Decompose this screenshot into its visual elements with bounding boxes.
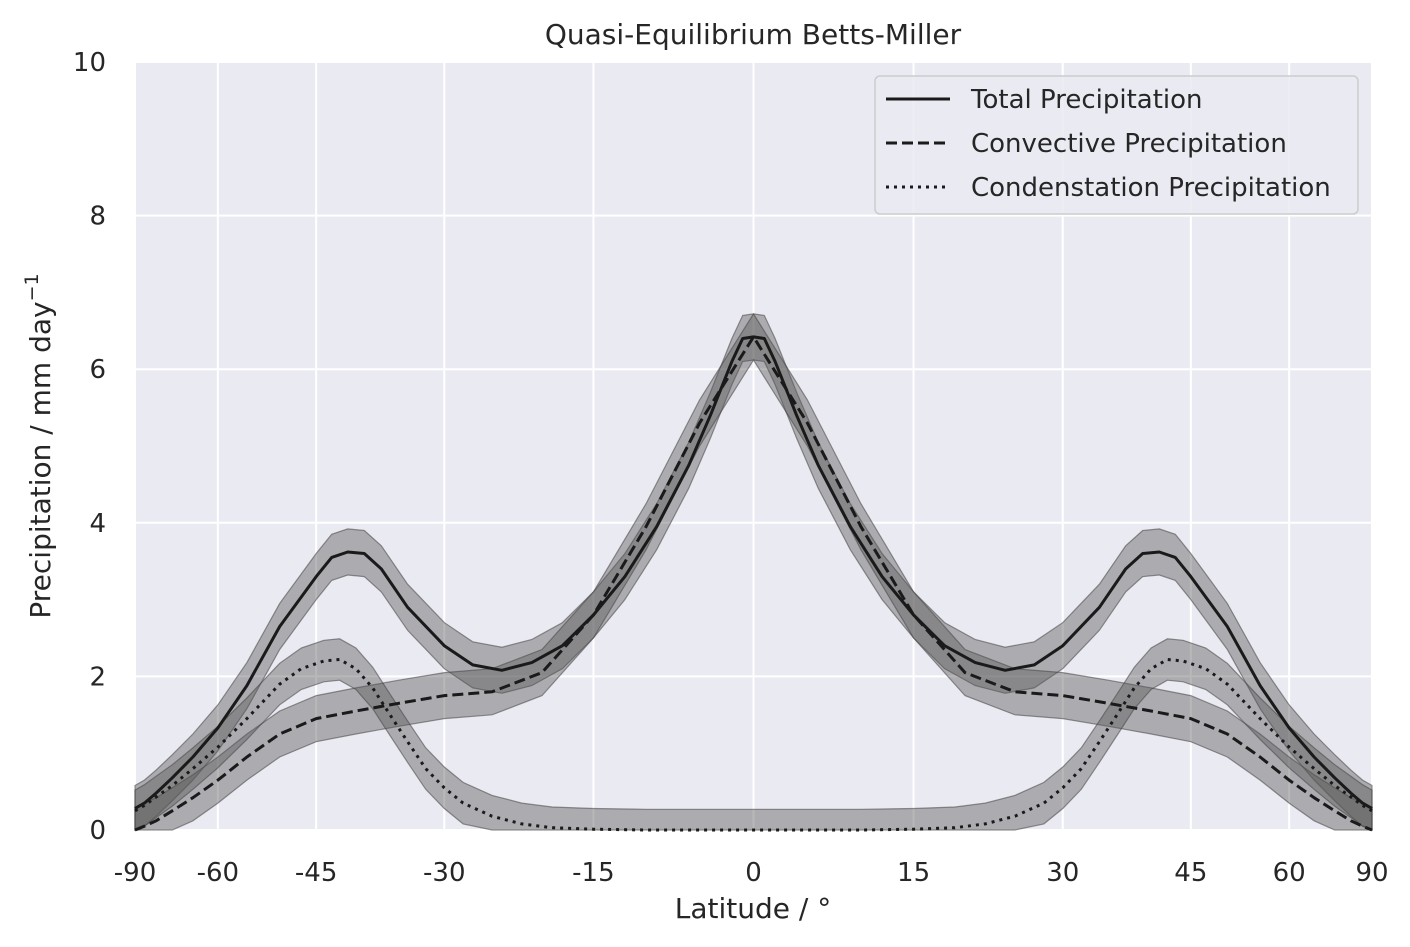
chart-title: Quasi-Equilibrium Betts-Miller	[545, 18, 962, 51]
x-tick-label: -30	[423, 858, 465, 888]
legend-box	[874, 75, 1359, 215]
legend-label-total: Total Precipitation	[970, 85, 1203, 115]
x-tick-label: 60	[1273, 858, 1306, 888]
y-tick-label: 8	[89, 202, 106, 232]
x-tick-label: 0	[745, 858, 762, 888]
x-axis-ticks: -90 -60 -45 -30 -15 0 15 30 45 60 90	[114, 858, 1389, 888]
x-tick-label: -60	[197, 858, 239, 888]
x-tick-label: 45	[1174, 858, 1207, 888]
x-axis-label: Latitude / °	[675, 892, 831, 925]
y-axis-ticks: 0 2 4 6 8 10	[73, 48, 106, 846]
x-tick-label: -90	[114, 858, 156, 888]
x-tick-label: 15	[897, 858, 930, 888]
x-tick-label: 90	[1355, 858, 1388, 888]
y-tick-label: 10	[73, 48, 106, 78]
x-tick-label: -15	[572, 858, 614, 888]
y-tick-label: 2	[89, 662, 106, 692]
line-total	[134, 335, 1373, 810]
legend: Total Precipitation Convective Precipita…	[874, 75, 1359, 215]
legend-label-convective: Convective Precipitation	[971, 129, 1287, 159]
y-axis-label-main: Precipitation / mm day	[24, 301, 57, 618]
y-tick-label: 4	[89, 509, 106, 539]
y-tick-label: 0	[89, 816, 106, 846]
x-tick-label: -45	[295, 858, 337, 888]
y-axis-label-superscript: −1	[21, 273, 43, 301]
line-convective	[134, 335, 1373, 832]
series-lines	[134, 335, 1373, 832]
legend-label-condensation: Condenstation Precipitation	[971, 173, 1331, 203]
line-condensation	[134, 658, 1373, 832]
y-axis-label: Precipitation / mm day−1	[21, 273, 57, 618]
x-tick-label: 30	[1046, 858, 1079, 888]
y-tick-label: 6	[89, 355, 106, 385]
